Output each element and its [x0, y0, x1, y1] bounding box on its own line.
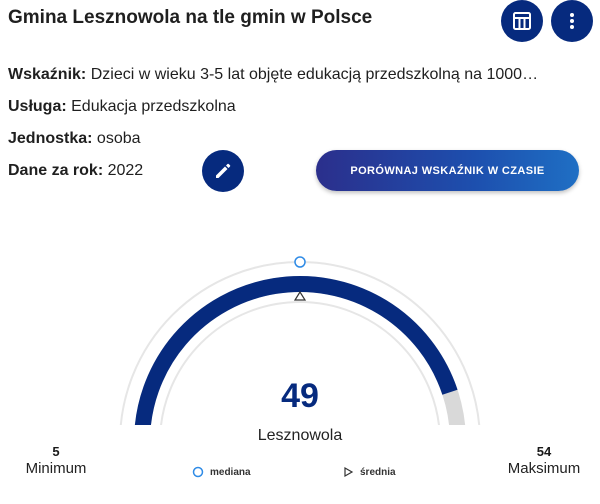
mean-marker: [293, 290, 307, 301]
indicator-label: Wskaźnik:: [8, 66, 87, 83]
median-marker: [294, 256, 306, 268]
service-row: Usługa: Edukacja przedszkolna: [8, 96, 236, 118]
maximum-value: 54: [536, 444, 552, 459]
legend-median-label: mediana: [210, 466, 251, 478]
pencil-icon: [216, 163, 231, 178]
indicator-value: Dzieci w wieku 3-5 lat objęte edukacją p…: [90, 66, 539, 83]
triangle-icon: [344, 466, 354, 478]
table-view-button[interactable]: [501, 0, 543, 42]
legend-mean-label: średnia: [360, 466, 396, 478]
gauge-unit-name: Lesznowola: [257, 427, 343, 444]
minimum-block: 5 Minimum: [16, 444, 96, 478]
maximum-label: Maksimum: [507, 460, 581, 477]
gauge-chart: [119, 256, 481, 425]
service-value: Edukacja przedszkolna: [71, 98, 236, 115]
page-title: Gmina Lesznowola na tle gmin w Polsce: [8, 7, 373, 28]
more-vert-icon: [570, 13, 574, 29]
edit-button[interactable]: [202, 150, 244, 192]
maximum-block: 54 Maksimum: [504, 444, 584, 478]
more-options-button[interactable]: [551, 0, 593, 42]
unit-row: Jednostka: osoba: [8, 128, 141, 150]
year-value: 2022: [107, 162, 144, 179]
year-row: Dane za rok: 2022: [8, 160, 143, 182]
minimum-value: 5: [52, 444, 60, 459]
gauge-inner-arc: [160, 301, 440, 425]
indicator-row: Wskaźnik: Dzieci w wieku 3-5 lat objęte …: [8, 64, 588, 86]
minimum-label: Minimum: [25, 460, 87, 477]
compare-over-time-button[interactable]: PORÓWNAJ WSKAŹNIK W CZASIE: [316, 150, 579, 191]
gauge-value-arc: [134, 276, 458, 425]
year-label: Dane za rok:: [8, 162, 104, 179]
legend-mean: średnia: [342, 466, 396, 478]
legend-median: mediana: [192, 466, 251, 478]
table-icon: [513, 12, 531, 30]
gauge-value: 49: [281, 377, 319, 415]
service-label: Usługa:: [8, 98, 67, 115]
unit-label: Jednostka:: [8, 130, 93, 147]
unit-value: osoba: [96, 130, 141, 147]
circle-icon: [192, 466, 204, 478]
